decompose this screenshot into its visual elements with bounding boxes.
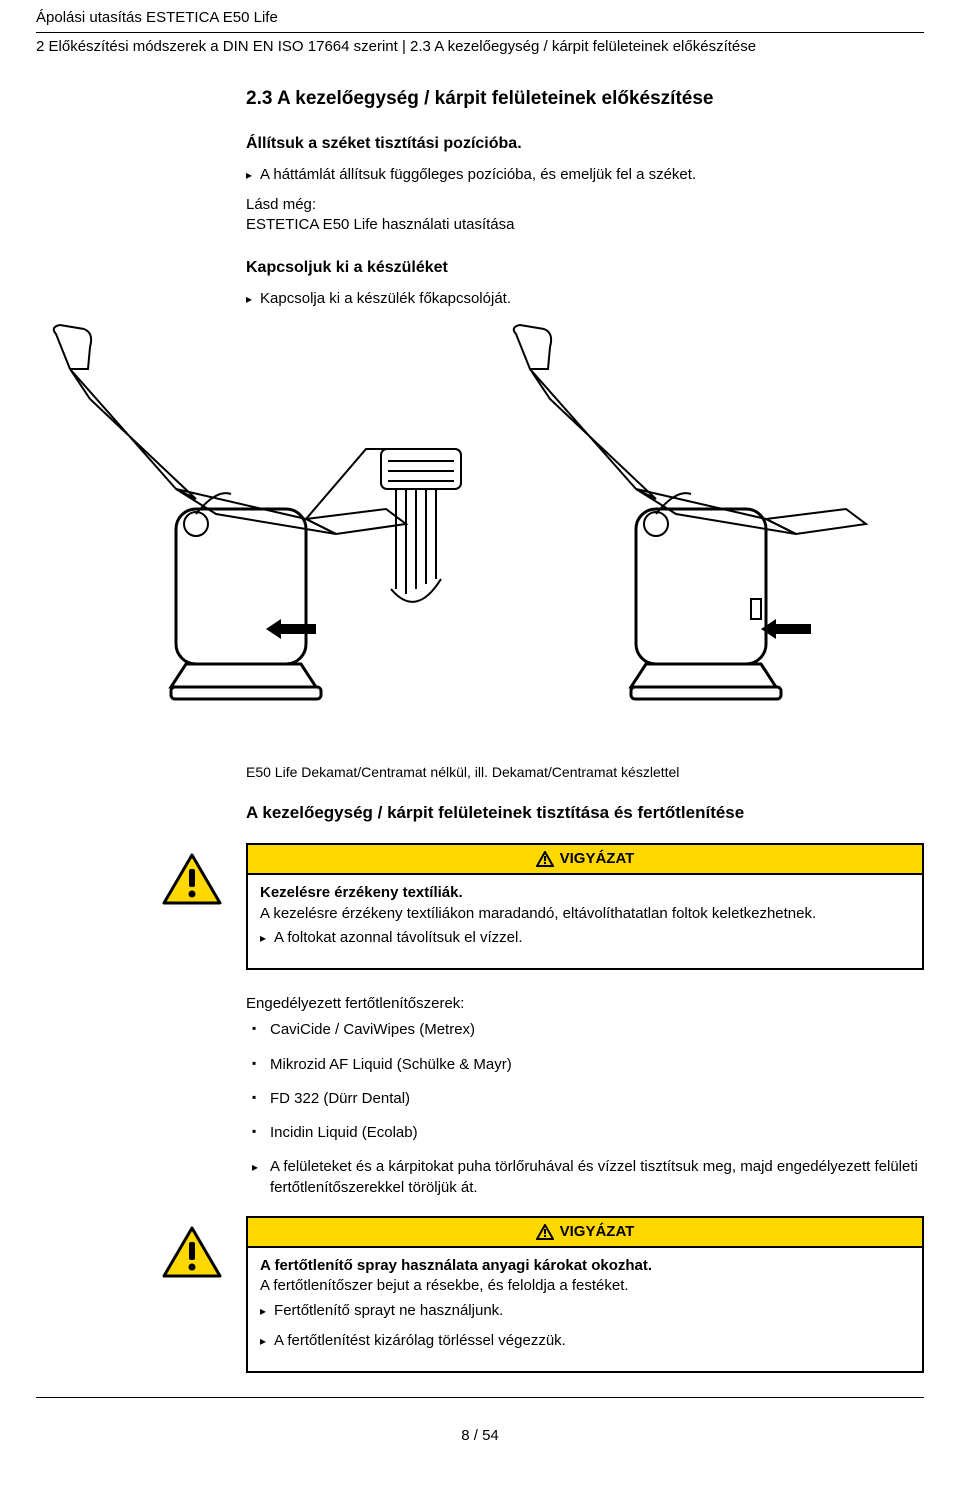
warning-header-2: VIGYÁZAT xyxy=(248,1218,922,1248)
warn2-item1-text: Fertőtlenítő sprayt ne használjunk. xyxy=(274,1302,503,1319)
disinfectant-list: CaviCide / CaviWipes (Metrex) Mikrozid A… xyxy=(252,1020,924,1143)
see-also-block: Lásd még: ESTETICA E50 Life használati u… xyxy=(246,195,924,236)
warn1-bold: Kezelésre érzékeny textíliák. xyxy=(260,883,910,903)
list-item: Mikrozid AF Liquid (Schülke & Mayr) xyxy=(252,1055,924,1075)
subheading-2: Kapcsoljuk ki a készüléket xyxy=(246,257,924,279)
warning-block-2: VIGYÁZAT A fertőtlenítő spray használata… xyxy=(246,1216,924,1373)
warning-body-1: Kezelésre érzékeny textíliák. A kezelésr… xyxy=(248,875,922,968)
warn2-bold: A fertőtlenítő spray használata anyagi k… xyxy=(260,1256,910,1276)
subheading-1: Állítsuk a széket tisztítási pozícióba. xyxy=(246,133,924,155)
dental-chair-diagram xyxy=(36,319,924,749)
section-title: A kezelőegység / kárpit felületeinek tis… xyxy=(246,802,924,825)
sub1-bullet-text: A háttámlát állítsuk függőleges pozíciób… xyxy=(260,166,696,183)
warning-box-1: VIGYÁZAT Kezelésre érzékeny textíliák. A… xyxy=(246,843,924,970)
figure-illustration xyxy=(36,319,924,749)
breadcrumb: 2 Előkészítési módszerek a DIN EN ISO 17… xyxy=(36,37,924,57)
surface-note: A felületeket és a kárpitokat puha törlő… xyxy=(252,1157,924,1198)
warning-label-1: VIGYÁZAT xyxy=(560,849,635,869)
header-rule xyxy=(36,32,924,33)
warning-body-2: A fertőtlenítő spray használata anyagi k… xyxy=(248,1248,922,1371)
sub1-bullet: A háttámlát állítsuk függőleges pozíciób… xyxy=(264,165,924,185)
warning-box-2: VIGYÁZAT A fertőtlenítő spray használata… xyxy=(246,1216,924,1373)
footer-rule xyxy=(36,1397,924,1398)
main-content: 2.3 A kezelőegység / kárpit felületeinek… xyxy=(246,86,924,310)
warning-block-1: VIGYÁZAT Kezelésre érzékeny textíliák. A… xyxy=(246,843,924,970)
doc-title: Ápolási utasítás ESTETICA E50 Life xyxy=(36,8,924,28)
warning-header-icon xyxy=(536,851,554,867)
warn2-item2: A fertőtlenítést kizárólag törléssel vég… xyxy=(278,1331,910,1351)
warning-triangle-icon xyxy=(162,853,222,907)
warning-triangle-icon xyxy=(162,1226,222,1280)
figure-caption: E50 Life Dekamat/Centramat nélkül, ill. … xyxy=(246,763,924,782)
surface-instruction-list: A felületeket és a kárpitokat puha törlő… xyxy=(252,1157,924,1198)
list-item: CaviCide / CaviWipes (Metrex) xyxy=(252,1020,924,1040)
warn1-item-text: A foltokat azonnal távolítsuk el vízzel. xyxy=(274,929,522,946)
disinfectant-list-lead: Engedélyezett fertőtlenítőszerek: xyxy=(246,994,924,1014)
page-heading: 2.3 A kezelőegység / kárpit felületeinek… xyxy=(246,86,924,112)
warn1-text: A kezelésre érzékeny textíliákon maradan… xyxy=(260,904,910,924)
content-lower: E50 Life Dekamat/Centramat nélkül, ill. … xyxy=(246,763,924,1373)
warn1-item: A foltokat azonnal távolítsuk el vízzel. xyxy=(278,928,910,948)
list-item: FD 322 (Dürr Dental) xyxy=(252,1089,924,1109)
warning-label-2: VIGYÁZAT xyxy=(560,1222,635,1242)
list-item: Incidin Liquid (Ecolab) xyxy=(252,1123,924,1143)
see-also-label: Lásd még: xyxy=(246,195,924,215)
warn2-text: A fertőtlenítőszer bejut a résekbe, és f… xyxy=(260,1276,910,1296)
warning-header-icon xyxy=(536,1224,554,1240)
warn2-item2-text: A fertőtlenítést kizárólag törléssel vég… xyxy=(274,1332,566,1349)
page-number: 8 / 54 xyxy=(36,1426,924,1446)
sub2-bullet: Kapcsolja ki a készülék főkapcsolóját. xyxy=(264,289,924,309)
sub2-bullet-text: Kapcsolja ki a készülék főkapcsolóját. xyxy=(260,290,511,307)
warning-header-1: VIGYÁZAT xyxy=(248,845,922,875)
warn2-item1: Fertőtlenítő sprayt ne használjunk. xyxy=(278,1301,910,1321)
see-also-text: ESTETICA E50 Life használati utasítása xyxy=(246,215,924,235)
